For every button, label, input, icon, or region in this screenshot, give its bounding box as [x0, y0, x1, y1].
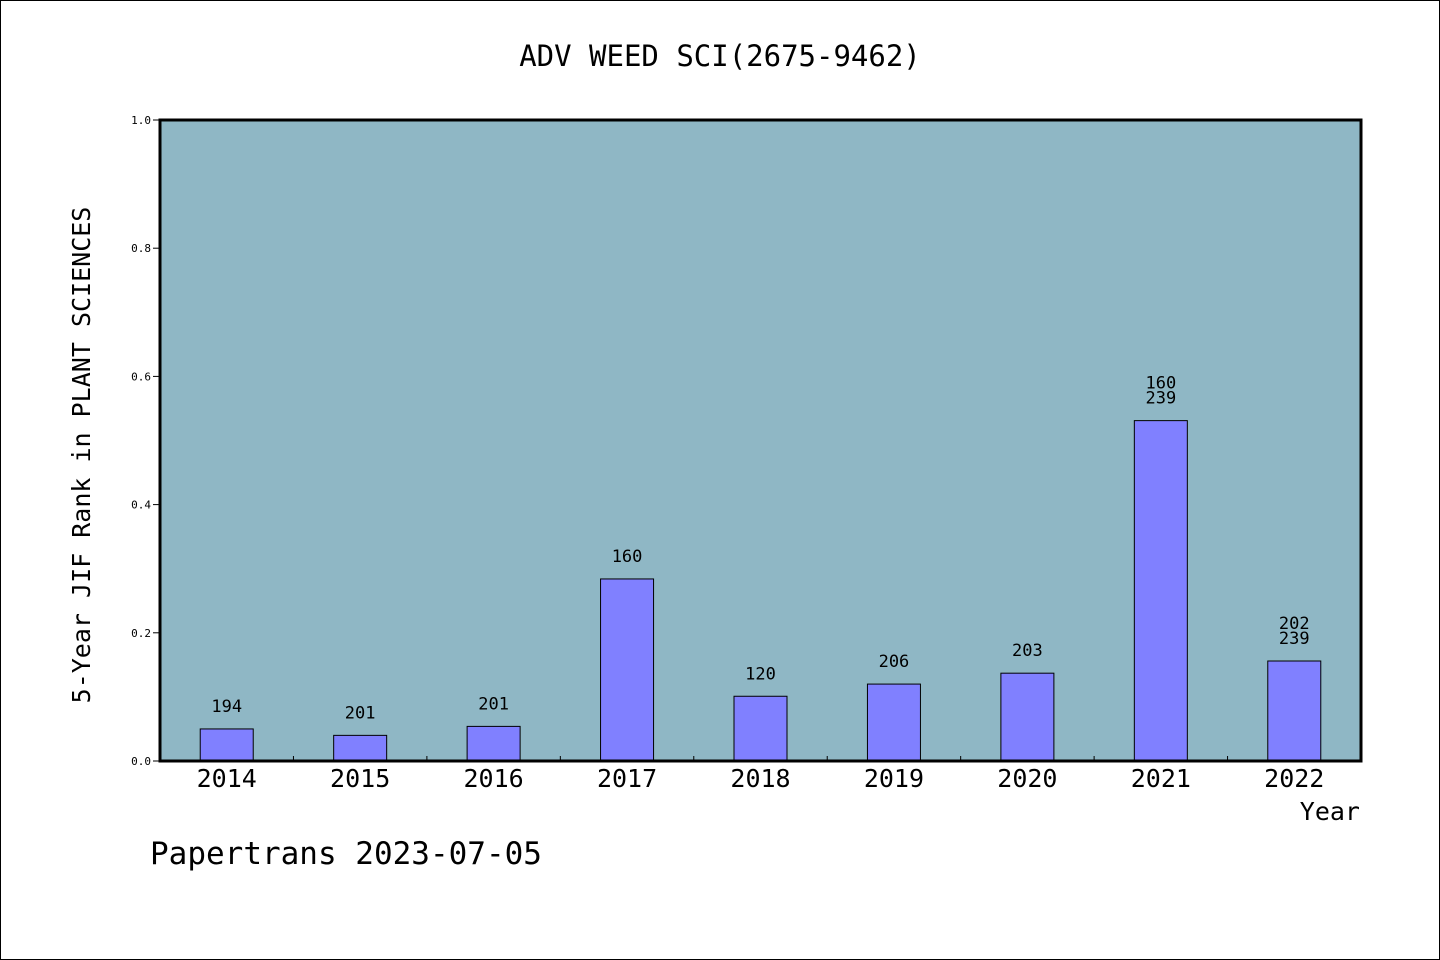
- bar-label-2021-2: 239: [1145, 389, 1176, 409]
- bar-2022: [1267, 660, 1322, 762]
- bar-2020: [1000, 672, 1055, 762]
- x-tick-label-2020: 2020: [997, 764, 1057, 793]
- bar-2017: [600, 578, 655, 762]
- x-tick-label-2017: 2017: [597, 764, 657, 793]
- x-axis: 2014 2015 2016 2017 2018 2019 2020 2021 2022: [197, 756, 1324, 793]
- bar-label-2016: 201: [478, 694, 509, 714]
- y-axis-label: 5-Year JIF Rank in PLANT SCIENCES: [67, 207, 96, 704]
- x-tick-label-2018: 2018: [730, 764, 790, 793]
- bar-label-2018: 120: [745, 664, 776, 684]
- x-tick-label-2016: 2016: [464, 764, 524, 793]
- y-tick-label-0.4: 0.4: [131, 499, 151, 512]
- bars-group: [199, 420, 1322, 762]
- bar-2021: [1133, 420, 1188, 762]
- bar-label-2015: 201: [345, 703, 376, 723]
- footer-text: Papertrans 2023-07-05: [150, 836, 542, 872]
- bar-label-2019: 206: [879, 652, 910, 672]
- bar-2018: [733, 695, 788, 762]
- bar-2014: [199, 728, 254, 762]
- y-axis: 0.0 0.2 0.4 0.6 0.8 1.0: [131, 114, 160, 768]
- plot-border: [158, 118, 1363, 763]
- bar-2015: [333, 734, 388, 762]
- y-tick-label-0.6: 0.6: [131, 370, 151, 383]
- bar-label-2021-1: 160: [1145, 374, 1176, 394]
- x-tick-label-2015: 2015: [330, 764, 390, 793]
- bar-label-2020: 203: [1012, 641, 1043, 661]
- bar-label-2014: 194: [211, 697, 242, 717]
- bar-2019: [866, 683, 921, 762]
- x-tick-label-2022: 2022: [1264, 764, 1324, 793]
- y-tick-label-0.0: 0.0: [131, 755, 151, 768]
- y-tick-label-0.2: 0.2: [131, 627, 151, 640]
- bar-label-2017: 160: [612, 547, 643, 567]
- bar-label-2022-2: 239: [1279, 629, 1310, 649]
- y-tick-label-0.8: 0.8: [131, 242, 151, 255]
- x-axis-label: Year: [1300, 797, 1360, 826]
- x-tick-label-2019: 2019: [864, 764, 924, 793]
- x-tick-label-2021: 2021: [1131, 764, 1191, 793]
- bar-2016: [466, 725, 521, 762]
- y-tick-label-1.0: 1.0: [131, 114, 151, 127]
- bar-label-2022-1: 202: [1279, 614, 1310, 634]
- chart-title: ADV WEED SCI(2675-9462): [519, 39, 921, 73]
- x-tick-label-2014: 2014: [197, 764, 257, 793]
